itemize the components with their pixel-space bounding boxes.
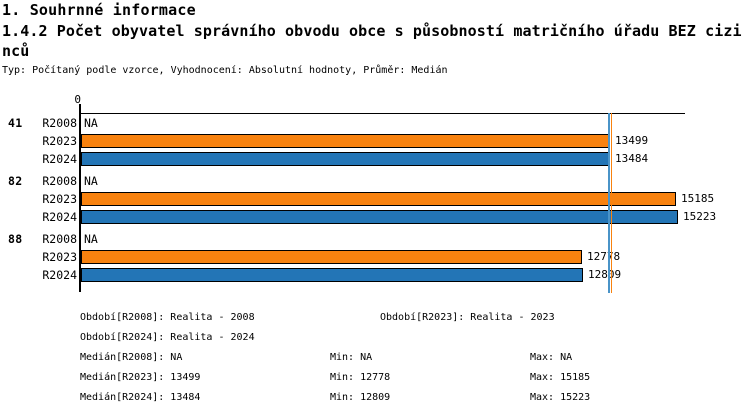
legend-max-r2023: Max: 15185 [530, 372, 591, 383]
chart-row-label: R2008 [42, 232, 77, 246]
legend-min-r2008: Min: NA [330, 352, 373, 363]
section-title: 1. Souhrnné informace [2, 1, 196, 19]
y-axis-line [79, 104, 81, 292]
chart-group-label: 82 [8, 174, 23, 188]
legend-max-r2024: Max: 15223 [530, 392, 591, 403]
chart-row-label: R2024 [42, 152, 77, 166]
legend-obdobi-r2008: Období[R2008]: Realita - 2008 [80, 312, 255, 323]
median-line-r2023 [610, 113, 613, 293]
chart-bar [81, 133, 610, 148]
chart-meta-line: Typ: Počítaný podle vzorce, Vyhodnocení:… [2, 65, 448, 76]
chart-row-label: R2024 [42, 210, 77, 224]
legend-median-r2024: Medián[R2024]: 13484 [80, 392, 201, 403]
chart-row-label: R2008 [42, 174, 77, 188]
chart-bar-value: 13499 [615, 133, 649, 147]
chart-group-label: 88 [8, 232, 23, 246]
legend-obdobi-r2024: Období[R2024]: Realita - 2024 [80, 332, 255, 343]
chart-na-label: NA [84, 116, 98, 130]
x-axis-top-line [80, 112, 685, 114]
chart-bar-value: 12809 [588, 267, 622, 281]
chart-row-label: R2008 [42, 116, 77, 130]
legend-median-r2023: Medián[R2023]: 13499 [80, 372, 201, 383]
median-line-r2024 [608, 113, 610, 293]
chart-na-label: NA [84, 232, 98, 246]
chart-bar [81, 151, 610, 166]
legend-max-r2008: Max: NA [530, 352, 573, 363]
chart-bar [81, 249, 582, 264]
chart-bar [81, 209, 678, 224]
chart-title: 1.4.2 Počet obyvatel správního obvodu ob… [2, 22, 742, 60]
chart-row-label: R2023 [42, 192, 77, 206]
legend-min-r2023: Min: 12778 [330, 372, 391, 383]
chart-bar-value: 12778 [587, 249, 621, 263]
x-axis-origin-label: 0 [74, 93, 81, 106]
chart-bar [81, 267, 583, 282]
chart-row-label: R2023 [42, 134, 77, 148]
chart-group-label: 41 [8, 116, 23, 130]
chart-bar-value: 15185 [681, 191, 715, 205]
chart-bar [81, 191, 676, 206]
legend-median-r2008: Medián[R2008]: NA [80, 352, 183, 363]
chart-bar-value: 15223 [683, 209, 717, 223]
chart-row-label: R2024 [42, 268, 77, 282]
legend-min-r2024: Min: 12809 [330, 392, 391, 403]
chart-bar-value: 13484 [615, 151, 649, 165]
chart-row-label: R2023 [42, 250, 77, 264]
chart-na-label: NA [84, 174, 98, 188]
legend-obdobi-r2023: Období[R2023]: Realita - 2023 [380, 312, 555, 323]
